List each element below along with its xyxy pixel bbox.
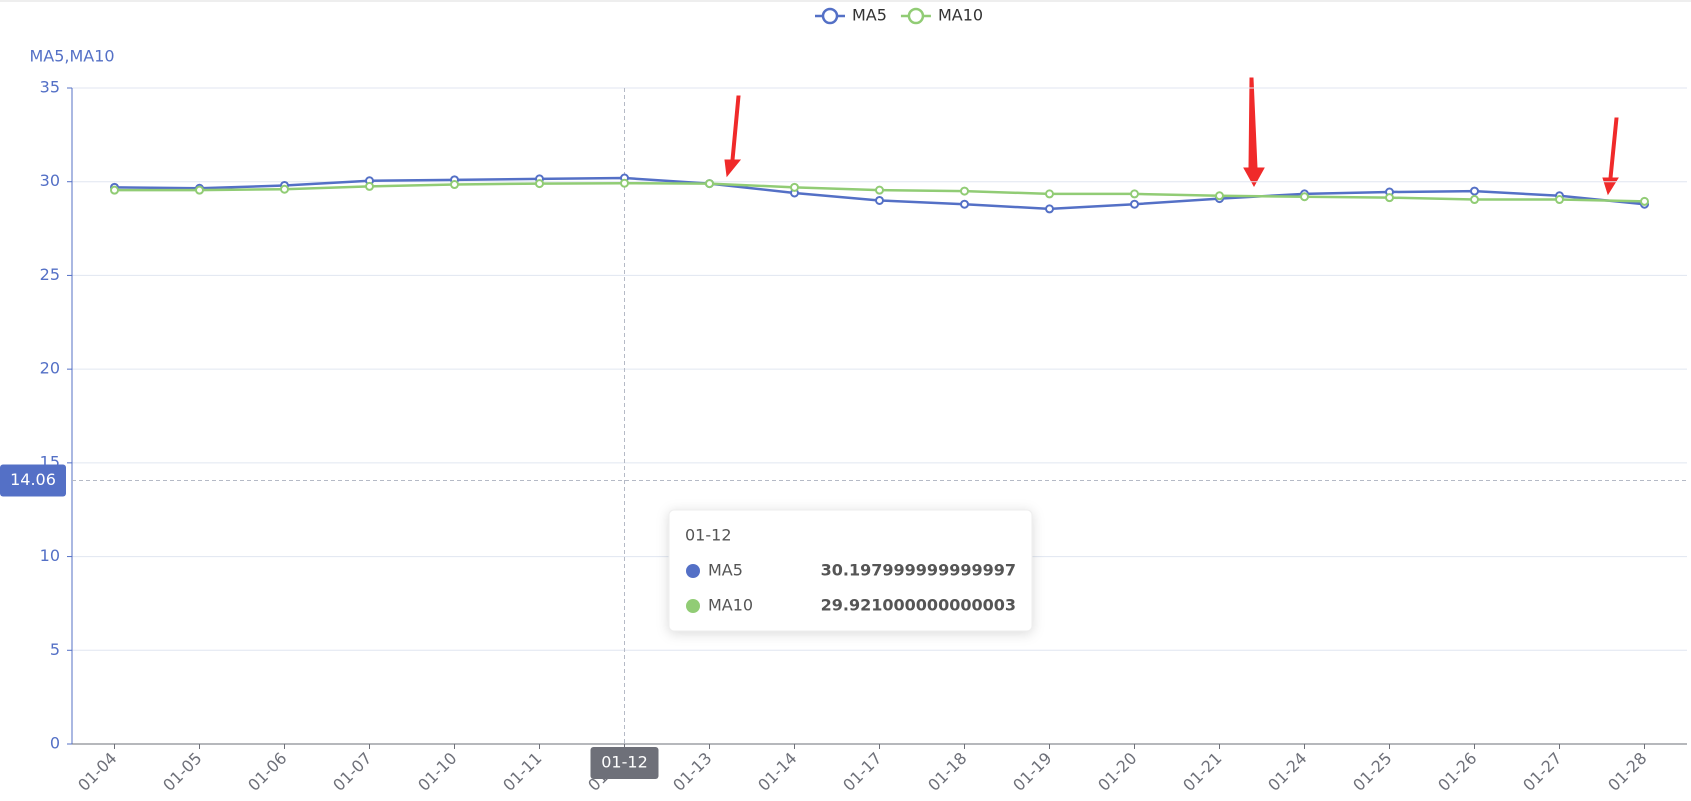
x-tick-label: 01-13 xyxy=(669,749,715,795)
point xyxy=(1130,189,1139,199)
x-tick-label: 01-20 xyxy=(1094,749,1140,795)
point xyxy=(960,199,969,209)
y-axis-name: MA5,MA10 xyxy=(29,47,114,66)
tooltip-dot xyxy=(686,564,700,578)
tooltip-name: MA10 xyxy=(708,596,753,615)
x-tick-label: 01-07 xyxy=(329,749,375,795)
x-tick-label: 01-28 xyxy=(1604,749,1650,795)
point xyxy=(705,179,714,189)
point xyxy=(110,185,119,195)
tooltip-value: 30.197999999999997 xyxy=(821,561,1016,580)
x-tick-label: 01-26 xyxy=(1434,749,1480,795)
axis-pointer-y-label: 14.06 xyxy=(10,470,56,489)
y-tick-label: 25 xyxy=(40,265,60,284)
point xyxy=(1640,196,1649,206)
axis-pointer-x-label: 01-12 xyxy=(601,753,648,772)
point xyxy=(1215,191,1224,201)
axis-pointer-x-box xyxy=(590,747,659,779)
legend-label: MA10 xyxy=(938,6,983,25)
point xyxy=(1470,195,1479,205)
y-tick-label: 5 xyxy=(50,640,60,659)
point xyxy=(1385,193,1394,203)
legend-icon xyxy=(821,7,839,25)
tooltip-title: 01-12 xyxy=(685,526,732,545)
point xyxy=(535,179,544,189)
x-tick-label: 01-27 xyxy=(1519,749,1565,795)
x-tick-label: 01-21 xyxy=(1179,749,1225,795)
point xyxy=(1130,199,1139,209)
point xyxy=(365,181,374,191)
x-tick-label: 01-19 xyxy=(1009,749,1055,795)
annotation-arrow xyxy=(1243,77,1265,188)
point xyxy=(1470,186,1479,196)
point xyxy=(1045,189,1054,199)
tooltip-dot xyxy=(686,599,700,613)
point xyxy=(1555,195,1564,205)
annotation-arrow xyxy=(724,95,742,178)
y-tick-label: 30 xyxy=(40,171,60,190)
point xyxy=(790,182,799,192)
x-tick-label: 01-10 xyxy=(414,749,460,795)
point xyxy=(875,185,884,195)
x-tick-label: 01-18 xyxy=(924,749,970,795)
x-tick-label: 01-24 xyxy=(1264,749,1310,795)
x-tick-label: 01-14 xyxy=(754,749,800,795)
point xyxy=(875,195,884,205)
point xyxy=(620,178,629,188)
y-tick-label: 20 xyxy=(40,359,60,378)
point xyxy=(450,180,459,190)
legend-label: MA5 xyxy=(852,6,887,25)
tooltip-name: MA5 xyxy=(708,561,743,580)
y-tick-label: 10 xyxy=(40,546,60,565)
annotation-arrow xyxy=(1602,117,1619,196)
axis-pointer-y-box xyxy=(0,464,66,497)
point xyxy=(1045,204,1054,214)
point xyxy=(1300,192,1309,202)
x-tick-label: 01-04 xyxy=(74,749,120,795)
x-tick-label: 01-11 xyxy=(499,749,545,795)
legend: MA5 MA10 xyxy=(815,6,983,25)
point xyxy=(195,185,204,195)
x-tick-label: 01-06 xyxy=(244,749,290,795)
point xyxy=(280,184,289,194)
tooltip-value: 29.921000000000003 xyxy=(821,596,1016,615)
point xyxy=(960,186,969,196)
x-tick-label: 01-25 xyxy=(1349,749,1395,795)
y-tick-label: 0 xyxy=(50,734,60,753)
x-tick-label: 01-17 xyxy=(839,749,885,795)
tooltip-box xyxy=(668,509,1033,632)
x-tick-label: 01-05 xyxy=(159,749,205,795)
y-tick-label: 35 xyxy=(40,78,60,97)
tooltip: 01-12 MA5 30.197999999999997 MA10 29.9210000… xyxy=(668,509,1033,632)
legend-icon xyxy=(907,7,925,25)
arrows xyxy=(724,77,1619,196)
